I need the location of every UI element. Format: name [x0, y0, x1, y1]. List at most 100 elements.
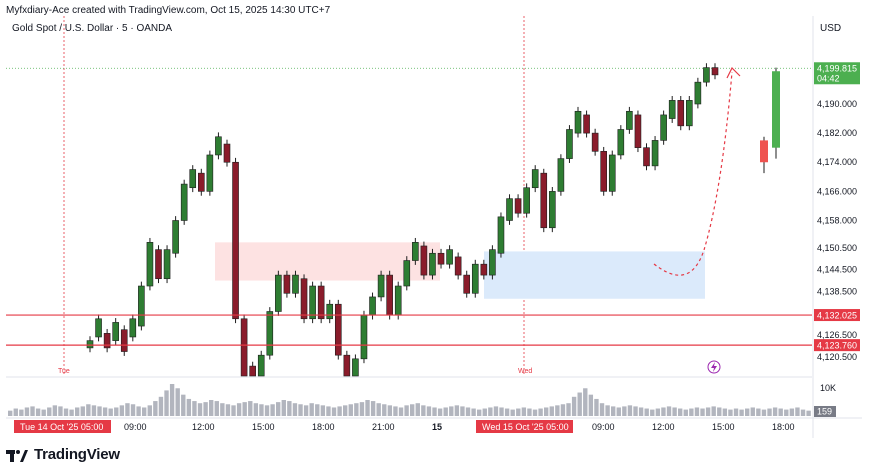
volume-bar — [599, 403, 605, 416]
candle-body — [412, 242, 419, 261]
candle-body — [172, 220, 179, 254]
candle — [223, 139, 231, 167]
volume-bar — [772, 407, 778, 416]
volume-bar — [571, 396, 577, 416]
volume-bar — [410, 404, 415, 416]
tradingview-logo-text: TradingView — [34, 446, 120, 463]
volume-bar — [41, 409, 46, 416]
time-tick-label: 12:00 — [652, 422, 675, 432]
projection-arrow — [653, 71, 733, 276]
volume-bar — [555, 405, 560, 416]
candle-body — [549, 191, 556, 229]
volume-bar — [460, 406, 465, 416]
candle — [326, 299, 334, 324]
candle — [189, 165, 197, 193]
candle — [257, 350, 265, 377]
volume-bar — [75, 407, 80, 416]
candle-body — [86, 340, 94, 349]
candle-body — [583, 114, 590, 134]
volume-bar — [510, 409, 515, 416]
candle — [283, 270, 291, 298]
candle-body — [155, 249, 162, 280]
symbol-title: Gold Spot / U.S. Dollar · 5 · OANDA — [12, 23, 173, 34]
candle — [215, 132, 222, 160]
candle — [266, 307, 274, 360]
volume-bar — [638, 407, 644, 416]
candle — [574, 106, 582, 138]
candle — [172, 216, 179, 258]
volume-bar — [437, 408, 443, 416]
projection-candle — [760, 140, 768, 163]
candle-body — [360, 314, 368, 360]
volume-bar — [320, 405, 326, 416]
volume-bar — [711, 406, 716, 416]
volume-bar — [415, 403, 420, 416]
volume-bar — [108, 408, 113, 416]
volume-bar — [784, 409, 789, 416]
candle-body — [343, 354, 351, 377]
candle — [711, 63, 719, 80]
candle-body — [566, 129, 573, 159]
volume-bar — [404, 405, 409, 416]
volume-bar — [80, 406, 85, 416]
candle — [180, 179, 188, 225]
lightning-icon[interactable] — [707, 360, 721, 374]
candle-body — [506, 198, 513, 221]
volume-bar — [281, 400, 286, 416]
candle-body — [686, 100, 693, 127]
volume-bar — [130, 404, 136, 416]
candle — [360, 310, 368, 364]
time-tick-label: 15:00 — [252, 422, 275, 432]
candle — [703, 63, 710, 87]
volume-bar — [186, 398, 192, 416]
volume-bar — [326, 406, 331, 416]
volume-bar — [733, 408, 739, 416]
candle-body — [326, 303, 334, 320]
candle-body — [634, 114, 642, 148]
volume-bar — [248, 401, 253, 416]
volume-bar — [125, 403, 130, 416]
volume-bar — [58, 406, 63, 416]
candle — [608, 150, 616, 196]
projection-arrowhead-icon — [726, 66, 741, 79]
volume-bar — [594, 398, 599, 416]
volume-bar — [303, 405, 309, 416]
candle-body — [112, 322, 119, 341]
volume-bar — [348, 404, 353, 416]
candle — [591, 128, 599, 156]
candle-body — [232, 161, 239, 320]
candle-body — [454, 256, 462, 276]
candle — [668, 95, 676, 123]
volume-bar — [69, 409, 74, 416]
volume-bar — [644, 408, 649, 416]
volume-bar — [722, 408, 728, 416]
volume-bar — [544, 407, 549, 416]
volume-bar — [181, 394, 186, 416]
candle-body — [703, 67, 710, 83]
candle-body — [283, 274, 291, 294]
volume-bar — [678, 408, 683, 416]
volume-bar — [566, 403, 571, 416]
candle-body — [317, 285, 325, 320]
candle-body — [120, 329, 128, 352]
candle-body — [206, 154, 214, 192]
volume-bar — [605, 405, 610, 416]
candle — [343, 350, 351, 377]
price-tick-label: 4,182.000 — [817, 128, 857, 138]
volume-bar — [19, 409, 24, 416]
volume-bar — [488, 407, 493, 416]
candle — [506, 194, 513, 225]
date-badge-label: Tue 14 Oct '25 05:00 — [20, 422, 103, 432]
volume-bar — [532, 409, 538, 416]
volume-bar — [86, 404, 91, 416]
currency-label[interactable]: USD — [820, 23, 842, 34]
volume-bar — [376, 403, 381, 416]
tradingview-logo-icon — [6, 449, 28, 462]
volume-bar — [192, 401, 197, 416]
volume-bar — [616, 407, 621, 416]
volume-bar — [164, 390, 169, 416]
volume-bar — [158, 396, 164, 416]
last-price-value: 4,199.815 — [817, 63, 857, 73]
volume-bar — [627, 405, 633, 416]
